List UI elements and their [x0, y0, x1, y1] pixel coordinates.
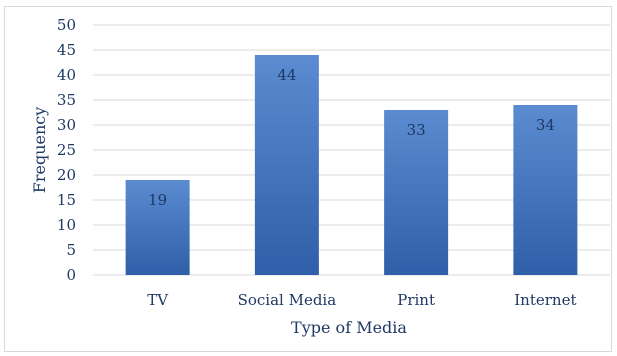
data-label: 34: [536, 116, 555, 134]
data-labels: 19 44 33 34: [148, 66, 555, 209]
y-tick-label: 15: [57, 191, 76, 209]
x-tick-label: TV: [147, 291, 169, 309]
x-tick-label: Social Media: [238, 291, 337, 309]
y-axis-title: Frequency: [30, 107, 49, 194]
y-tick-label: 0: [66, 266, 76, 284]
bar: [384, 110, 449, 275]
bar: [254, 55, 319, 275]
x-tick-label: Internet: [514, 291, 576, 309]
x-axis-ticks: TV Social Media Print Internet: [147, 291, 576, 309]
y-tick-label: 40: [57, 66, 76, 84]
data-label: 19: [148, 191, 167, 209]
x-tick-label: Print: [397, 291, 435, 309]
bar: [125, 180, 190, 275]
y-tick-label: 35: [57, 91, 76, 109]
bar: [513, 105, 578, 275]
y-tick-label: 25: [57, 141, 76, 159]
data-label: 44: [277, 66, 296, 84]
y-tick-label: 10: [57, 216, 76, 234]
y-tick-label: 20: [57, 166, 76, 184]
y-tick-label: 45: [57, 41, 76, 59]
bars: [125, 55, 578, 275]
x-axis-title: Type of Media: [291, 318, 407, 337]
y-tick-label: 5: [66, 241, 76, 259]
y-tick-label: 50: [57, 16, 76, 34]
y-tick-label: 30: [57, 116, 76, 134]
data-label: 33: [407, 121, 426, 139]
y-axis-ticks: 0 5 10 15 20 25 30 35 40 45 50: [57, 16, 76, 284]
